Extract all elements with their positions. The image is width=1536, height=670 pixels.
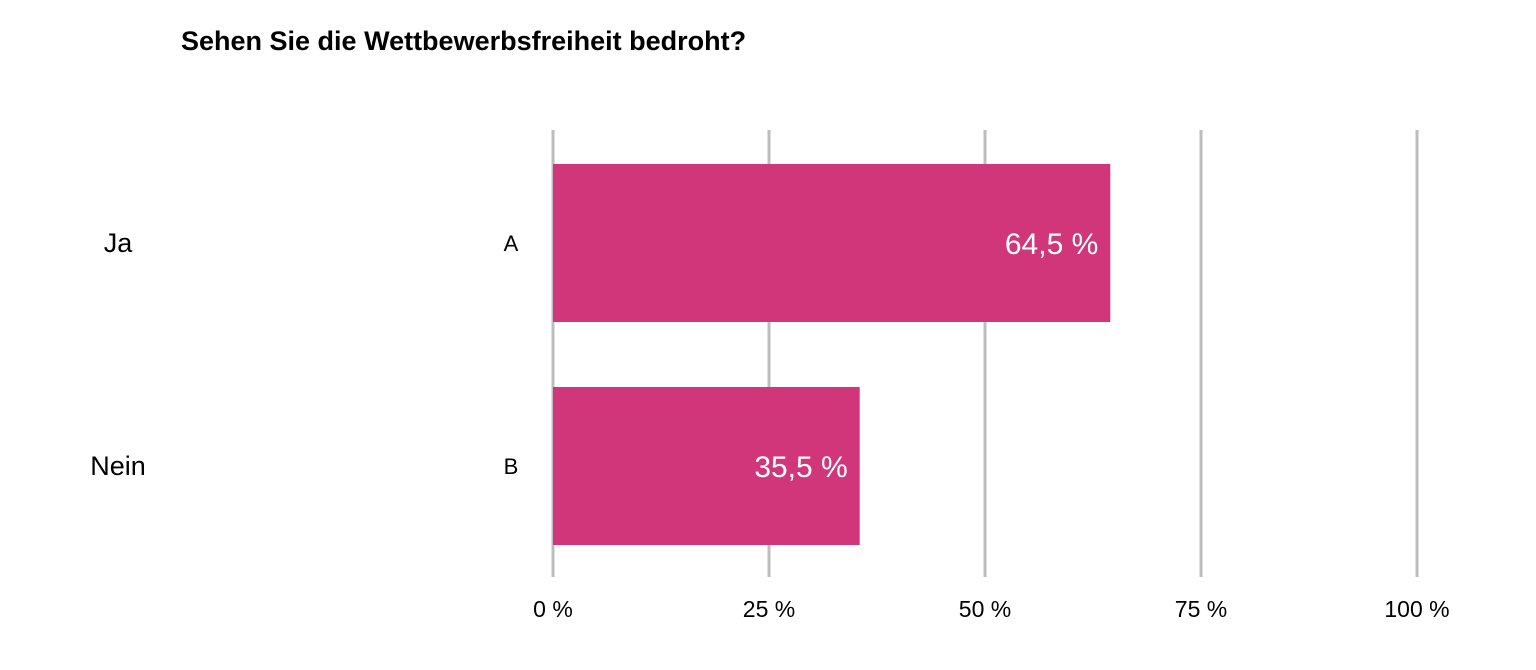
x-tick-label-100: 100 % — [1384, 596, 1449, 622]
bar-code-label-b: B — [504, 454, 519, 479]
x-tick-label-0: 0 % — [533, 596, 573, 622]
bar-b — [553, 387, 860, 545]
labels: 64,5 % Ja A 35,5 % Nein B — [90, 228, 1098, 484]
chart-title: Sehen Sie die Wettbewerbsfreiheit bedroh… — [181, 26, 747, 56]
bar-a — [553, 164, 1111, 322]
bars — [553, 164, 1111, 545]
x-axis-ticks: 0 % 25 % 50 % 75 % 100 % — [533, 596, 1449, 622]
category-label-ja: Ja — [104, 228, 134, 258]
x-tick-label-25: 25 % — [743, 596, 795, 622]
category-label-nein: Nein — [90, 451, 146, 481]
x-tick-label-75: 75 % — [1175, 596, 1227, 622]
bar-value-label: 64,5 % — [1005, 228, 1098, 261]
bar-value-label: 35,5 % — [754, 451, 847, 484]
bar-code-label-a: A — [504, 231, 519, 256]
x-tick-label-50: 50 % — [959, 596, 1011, 622]
